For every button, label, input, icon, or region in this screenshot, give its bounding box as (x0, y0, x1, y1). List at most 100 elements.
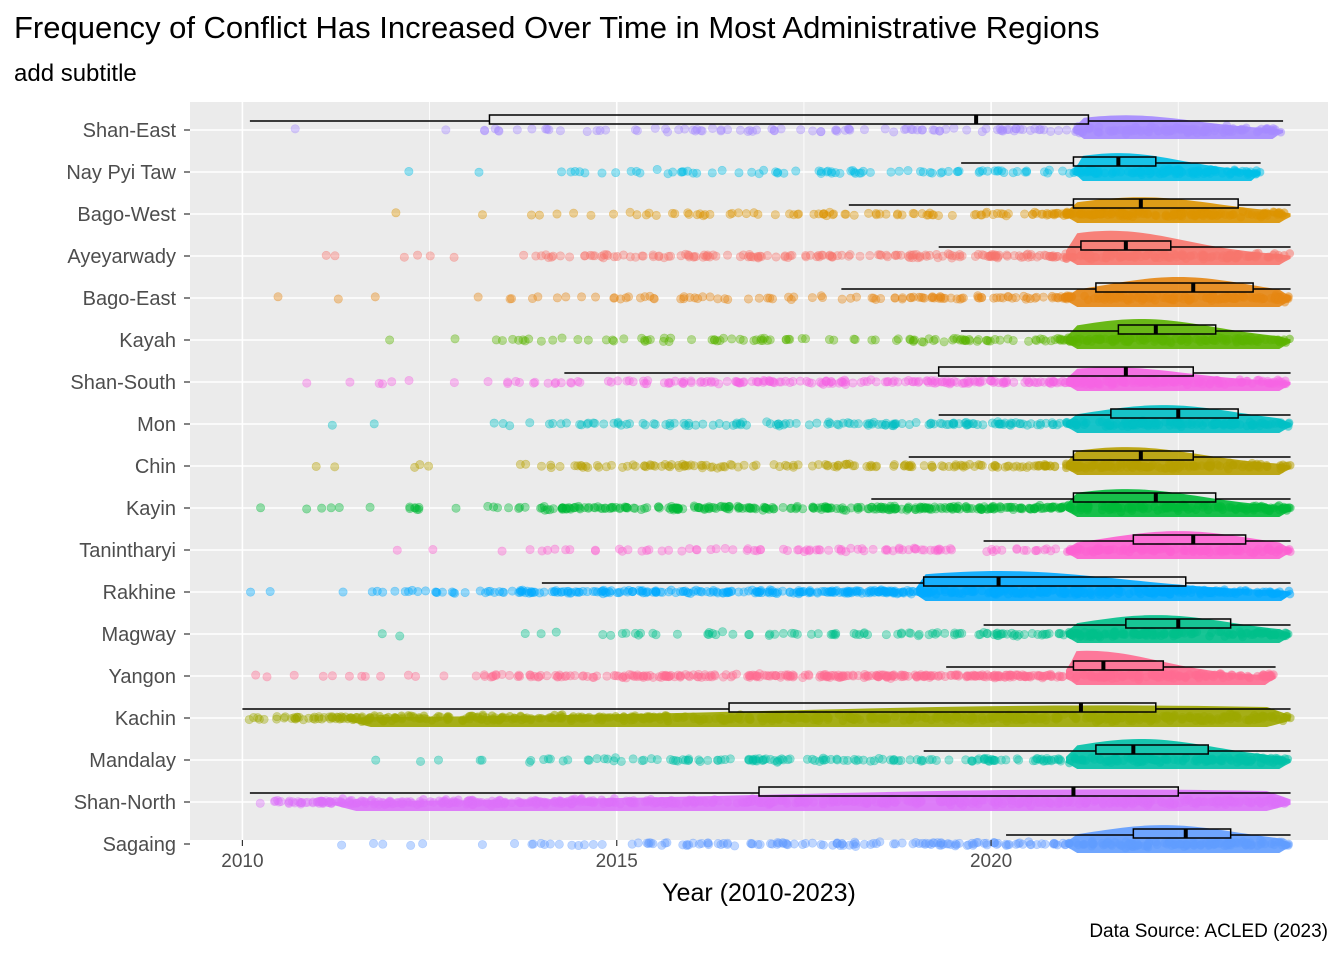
point (1070, 417, 1079, 427)
point (1261, 754, 1271, 764)
point (842, 459, 852, 469)
point (1022, 167, 1032, 177)
point (870, 585, 880, 595)
point (1054, 628, 1064, 638)
point (851, 292, 861, 302)
point (660, 711, 670, 721)
point (1107, 210, 1116, 219)
point (1042, 210, 1052, 220)
point (823, 713, 833, 723)
point (779, 420, 789, 430)
point (801, 334, 811, 344)
point (556, 419, 566, 429)
point (1196, 337, 1205, 347)
point (1228, 210, 1237, 219)
point (959, 713, 969, 722)
point (707, 502, 717, 512)
point (667, 208, 677, 218)
point (1230, 419, 1240, 429)
point (1266, 587, 1276, 597)
point (1176, 462, 1185, 471)
point (1042, 588, 1051, 597)
point (1179, 585, 1189, 595)
point (1261, 335, 1270, 345)
point (317, 503, 327, 513)
point (497, 336, 507, 346)
point (998, 209, 1008, 219)
point (1279, 631, 1289, 641)
point (643, 376, 653, 386)
point (764, 504, 774, 514)
point (1087, 461, 1096, 470)
point (1139, 294, 1148, 304)
point (921, 250, 931, 260)
point (534, 672, 544, 682)
point (706, 377, 716, 387)
point (644, 545, 654, 555)
point (770, 629, 780, 639)
point (1270, 293, 1280, 303)
point (566, 167, 576, 177)
point (734, 587, 744, 597)
point (1175, 124, 1185, 134)
point (1206, 462, 1215, 472)
point (834, 544, 844, 554)
point (705, 292, 715, 302)
point (669, 418, 679, 428)
point (551, 586, 561, 596)
point (697, 126, 707, 136)
point (952, 167, 962, 177)
point (951, 251, 961, 261)
point (840, 209, 850, 219)
point (946, 293, 956, 303)
point (713, 294, 723, 304)
point (1065, 291, 1074, 301)
point (602, 249, 612, 259)
point (1074, 463, 1084, 472)
point (376, 671, 386, 681)
point (906, 628, 916, 638)
point (722, 376, 732, 386)
point (1048, 252, 1058, 262)
point (731, 376, 741, 386)
point (937, 377, 947, 387)
point (655, 503, 665, 513)
point (1183, 127, 1192, 136)
point (586, 210, 596, 220)
point (843, 588, 853, 598)
point (991, 629, 1001, 639)
point (625, 419, 635, 429)
point (641, 210, 651, 220)
point (976, 210, 986, 220)
point (1037, 503, 1047, 513)
point (846, 712, 855, 722)
point (1215, 586, 1225, 596)
point (1008, 168, 1018, 178)
point (923, 210, 933, 220)
point (708, 123, 718, 133)
point (539, 587, 549, 597)
point (1003, 291, 1013, 301)
point (865, 167, 875, 177)
point (765, 293, 775, 303)
point (575, 377, 585, 387)
point (1049, 209, 1059, 219)
point (1018, 252, 1028, 262)
point (805, 586, 815, 596)
point (611, 168, 621, 178)
point (995, 293, 1005, 303)
point (1015, 124, 1025, 134)
point (820, 502, 830, 512)
point (403, 670, 413, 680)
point (1152, 167, 1161, 177)
point (1168, 629, 1178, 639)
point (984, 588, 993, 598)
point (883, 252, 893, 262)
point (1080, 291, 1089, 301)
point (1141, 251, 1150, 261)
point (940, 628, 950, 638)
point (1047, 251, 1057, 261)
point (1023, 249, 1033, 259)
point (900, 125, 910, 135)
point (890, 293, 900, 303)
